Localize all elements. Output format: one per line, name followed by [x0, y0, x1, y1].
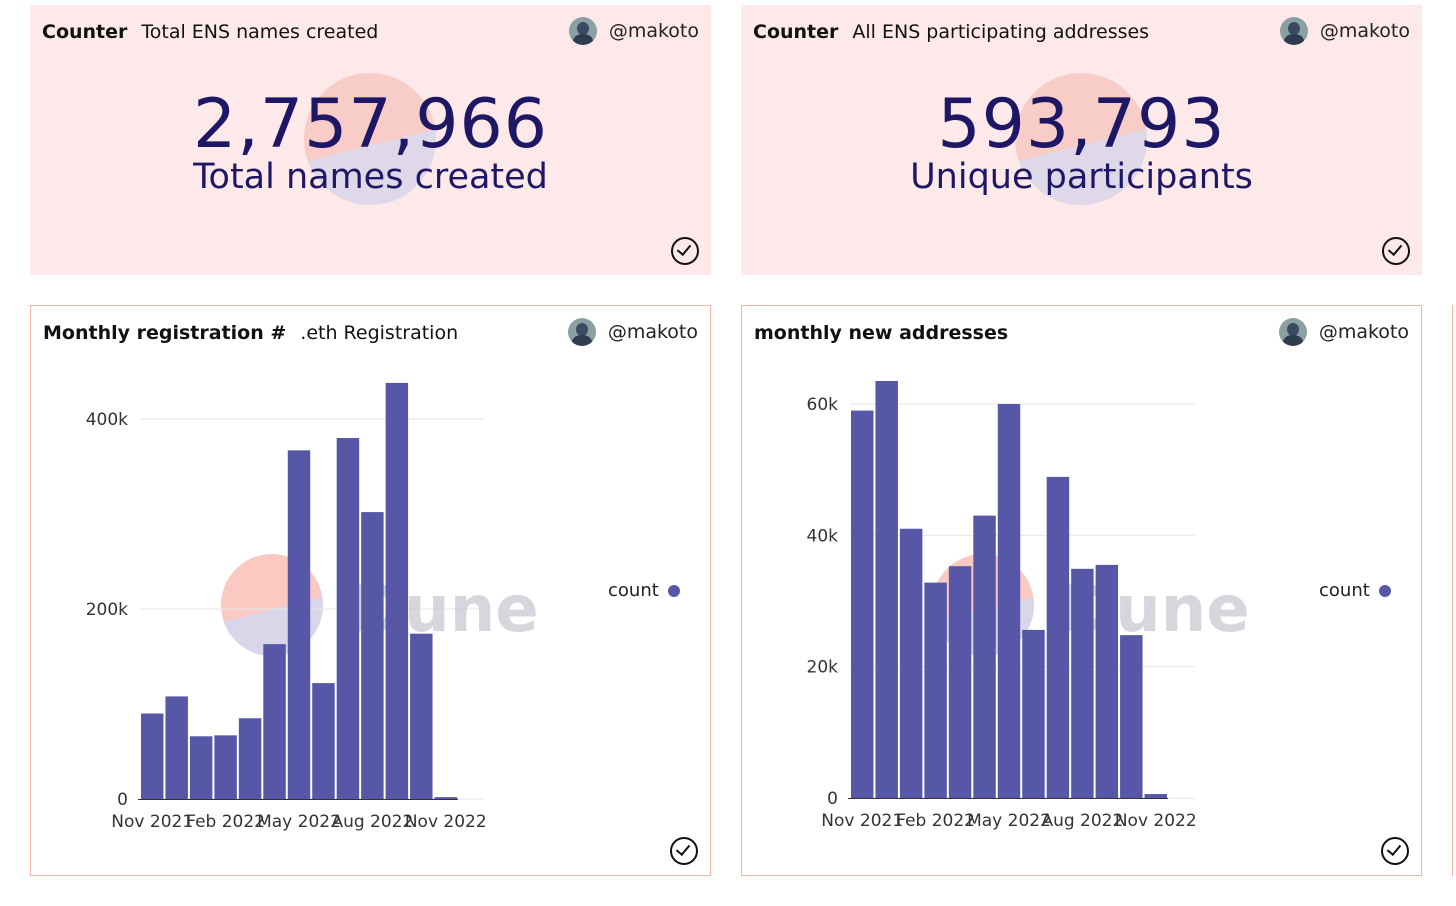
y-tick-label: 0 — [827, 789, 838, 809]
x-tick-label: Feb 2022 — [186, 812, 265, 832]
bar — [263, 644, 286, 799]
counter-label: Unique participants — [910, 157, 1253, 197]
dune-logo-icon — [1015, 73, 1147, 205]
panel-title: .eth Registration — [300, 322, 459, 344]
x-tick-label: Nov 2021 — [111, 812, 193, 832]
y-tick-label: 0 — [117, 790, 128, 810]
x-tick-label: May 2022 — [257, 812, 341, 832]
bar — [1095, 564, 1119, 798]
bar — [165, 696, 188, 799]
bar — [851, 410, 874, 798]
avatar — [1279, 17, 1308, 45]
panel-header: Counter All ENS participating addresses — [753, 21, 1149, 43]
legend-item[interactable]: count — [608, 580, 680, 601]
bar — [1144, 794, 1167, 798]
y-tick-label: 60k — [807, 395, 839, 415]
author-link[interactable]: @makoto — [1278, 318, 1409, 346]
legend-dot-icon — [667, 584, 680, 597]
bar — [238, 718, 262, 799]
check-circle-icon[interactable] — [1381, 837, 1409, 865]
panel-kind: Counter — [42, 21, 128, 43]
author-link[interactable]: @makoto — [568, 17, 699, 45]
author-link[interactable]: @makoto — [1279, 17, 1410, 45]
y-tick-label: 20k — [807, 658, 839, 678]
y-tick-label: 400k — [86, 410, 128, 430]
legend-label: count — [1319, 580, 1370, 601]
panel-title: Total ENS names created — [141, 21, 379, 43]
bar — [924, 582, 947, 798]
panel-header: Counter Total ENS names created — [42, 21, 378, 43]
x-tick-label: Nov 2022 — [1115, 811, 1197, 831]
x-tick-label: May 2022 — [967, 811, 1051, 831]
dune-logo-icon — [304, 73, 436, 205]
bar — [410, 633, 433, 799]
y-tick-label: 40k — [807, 526, 839, 546]
y-tick-label: 200k — [86, 600, 128, 620]
bar — [899, 528, 923, 798]
counter-panel-names: Counter Total ENS names created @makoto 2… — [30, 5, 711, 275]
legend-item[interactable]: count — [1319, 580, 1391, 601]
counter-value: 2,757,966 — [192, 85, 549, 164]
x-tick-label: Aug 2022 — [1041, 811, 1123, 831]
bar — [336, 438, 360, 799]
bar — [141, 713, 164, 799]
bar — [214, 735, 237, 799]
avatar — [568, 17, 597, 45]
x-tick-label: Feb 2022 — [896, 811, 975, 831]
panel-header: Monthly registration # .eth Registration — [43, 322, 458, 344]
author-link[interactable]: @makoto — [567, 318, 698, 346]
bar — [434, 797, 457, 799]
x-tick-label: Aug 2022 — [331, 812, 413, 832]
bar — [1071, 568, 1094, 798]
bar — [312, 683, 335, 799]
bar — [973, 515, 996, 798]
bar — [1046, 476, 1070, 798]
legend-label: count — [608, 580, 659, 601]
counter-value: 593,793 — [937, 85, 1226, 164]
legend-dot-icon — [1378, 584, 1391, 597]
bar — [189, 736, 213, 799]
check-circle-icon[interactable] — [670, 837, 698, 865]
avatar — [1278, 318, 1307, 346]
bar — [875, 381, 898, 798]
bar — [997, 403, 1021, 798]
bar — [287, 450, 311, 799]
check-circle-icon[interactable] — [1382, 237, 1410, 265]
x-tick-label: Nov 2021 — [821, 811, 903, 831]
author-name: @makoto — [1318, 321, 1409, 343]
panel-title: All ENS participating addresses — [852, 21, 1150, 43]
counter-panel-addresses: Counter All ENS participating addresses @… — [741, 5, 1422, 275]
panel-title: monthly new addresses — [754, 322, 1009, 344]
panel-kind: Monthly registration # — [43, 322, 287, 344]
bar — [385, 382, 409, 799]
panel-header: monthly new addresses — [754, 322, 1022, 344]
author-name: @makoto — [1319, 20, 1410, 42]
chart-panel-new-addresses: monthly new addresses @makoto 0 20k 40k 60k… — [741, 305, 1422, 876]
author-name: @makoto — [607, 321, 698, 343]
avatar — [567, 318, 596, 346]
panel-kind: Counter — [753, 21, 839, 43]
check-circle-icon[interactable] — [671, 237, 699, 265]
counter-label: Total names created — [193, 157, 548, 197]
bar — [361, 512, 384, 799]
bar — [948, 566, 972, 798]
next-panel-edge — [1452, 305, 1456, 876]
bar — [1022, 629, 1045, 798]
chart-panel-registrations: Monthly registration # .eth Registration … — [30, 305, 711, 876]
author-name: @makoto — [608, 20, 699, 42]
x-tick-label: Nov 2022 — [405, 812, 487, 832]
bar — [1120, 635, 1143, 798]
